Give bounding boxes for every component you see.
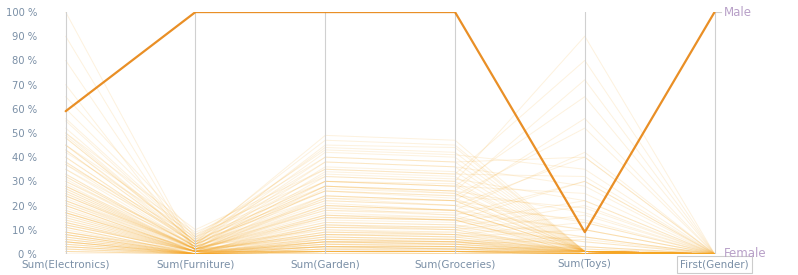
Text: Male: Male <box>725 6 753 18</box>
Text: Female: Female <box>725 248 767 260</box>
